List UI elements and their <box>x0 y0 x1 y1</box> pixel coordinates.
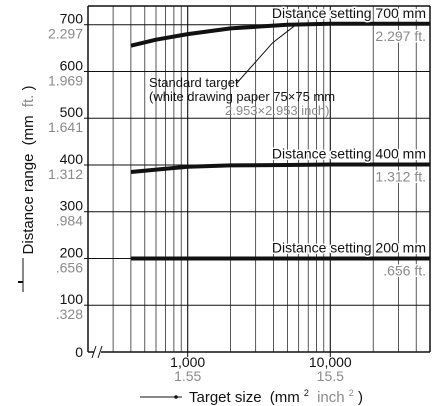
x-tick-label-secondary: 15.5 <box>317 368 344 384</box>
x-axis-unit-secondary-sup: 2 <box>349 388 354 398</box>
x-axis-title-leader-dot <box>174 395 178 399</box>
x-axis-break-mark <box>91 345 103 359</box>
y-axis-unit-close: ) <box>20 86 37 91</box>
x-tick-label: 1,000 <box>170 354 205 370</box>
series-label: Distance setting 200 mm <box>272 240 426 256</box>
axes-layer <box>84 5 431 359</box>
series-layer <box>130 21 430 261</box>
series-line <box>130 21 430 48</box>
x-tick-label: 10,000 <box>309 354 352 370</box>
y-tick-label: 300 <box>60 198 84 214</box>
x-tick-label-secondary: 1.55 <box>174 368 201 384</box>
y-tick-label-secondary: 2.297 <box>48 26 83 42</box>
y-tick-label: 500 <box>60 104 84 120</box>
series-label: Distance setting 700 mm <box>272 5 426 21</box>
y-tick-label-secondary: 1.312 <box>48 166 83 182</box>
y-tick-label-secondary: .328 <box>56 306 83 322</box>
y-tick-label: 700 <box>60 11 84 27</box>
y-axis-unit-primary: (mm <box>20 115 37 145</box>
y-tick-label: 0 <box>75 344 83 360</box>
annotation-line-2: (white drawing paper 75×75 mm <box>149 89 335 104</box>
series-label-secondary: .656 ft. <box>383 263 426 279</box>
annotation-line-1: Standard target <box>149 75 239 90</box>
x-axis-unit-primary: (mm <box>270 389 300 406</box>
y-tick-label: 600 <box>60 58 84 74</box>
annotation-text: Standard target (white drawing paper 75×… <box>149 75 339 118</box>
x-axis-title-main: Target size <box>189 389 262 406</box>
series-label-secondary: 1.312 ft. <box>375 169 426 185</box>
x-axis-unit-close: ) <box>358 389 363 406</box>
series-label-secondary: 2.297 ft. <box>375 28 426 44</box>
x-axis-unit-primary-sup: 2 <box>304 388 309 398</box>
annotation-line-3: 2.953×2.953 inch) <box>225 103 329 118</box>
series-label-layer: Distance setting 700 mm 2.297 ft. Distance… <box>235 3 428 280</box>
y-axis-unit-secondary: ft. <box>20 95 37 108</box>
y-tick-label-secondary: 1.969 <box>48 73 83 89</box>
y-tick-label: 400 <box>60 151 84 167</box>
y-tick-label-secondary: 1.641 <box>48 119 83 135</box>
series-label: Distance setting 400 mm <box>272 146 426 162</box>
series-line <box>130 162 430 174</box>
y-axis-title-main: Distance range <box>20 154 37 255</box>
y-tick-label-secondary: .656 <box>56 260 83 276</box>
x-axis-unit-secondary: inch <box>317 389 345 406</box>
x-axis-title: Target size (mm 2 inch 2 ) <box>189 383 363 406</box>
annotation-leader-line <box>235 25 296 85</box>
y-tick-label-secondary: .984 <box>56 213 83 229</box>
y-axis-title: Distance range (mm ft. ) <box>20 86 37 255</box>
y-tick-label: 200 <box>60 245 84 261</box>
y-tick-label: 100 <box>60 291 84 307</box>
